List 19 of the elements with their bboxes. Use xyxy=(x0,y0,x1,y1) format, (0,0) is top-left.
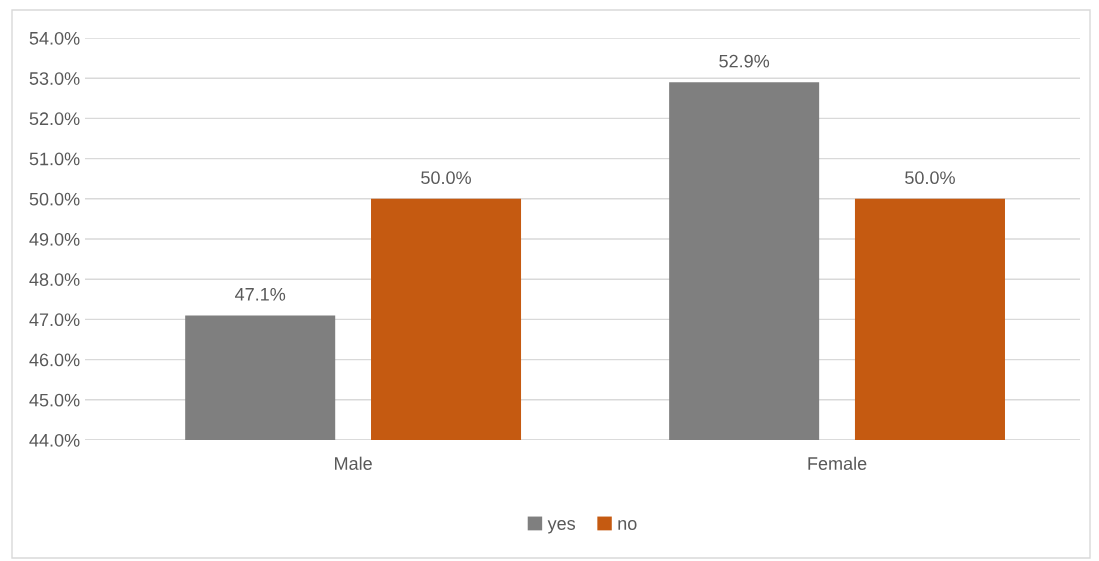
y-tick-label: 54.0% xyxy=(29,31,80,45)
data-label: 50.0% xyxy=(905,171,955,185)
y-tick-label: 53.0% xyxy=(29,72,80,85)
y-tick-label: 50.0% xyxy=(29,192,80,206)
y-tick-label: 45.0% xyxy=(29,393,80,407)
y-tick-label: 48.0% xyxy=(29,273,80,286)
data-label: 50.0% xyxy=(421,171,471,185)
legend-label: no xyxy=(618,520,637,530)
y-tick-label: 47.0% xyxy=(29,313,80,327)
y-tick-label: 52.0% xyxy=(29,112,80,126)
legend-label: yes xyxy=(547,520,576,534)
y-tick-label: 49.0% xyxy=(29,232,80,246)
y-tick-label: 51.0% xyxy=(29,152,80,166)
y-tick-label: 46.0% xyxy=(29,353,80,367)
x-tick-label: Female xyxy=(808,456,867,470)
data-label: 52.9% xyxy=(719,54,770,68)
y-tick-label: 44.0% xyxy=(29,433,80,447)
x-tick-label: Male xyxy=(335,456,372,470)
data-label: 47.1% xyxy=(235,287,286,301)
